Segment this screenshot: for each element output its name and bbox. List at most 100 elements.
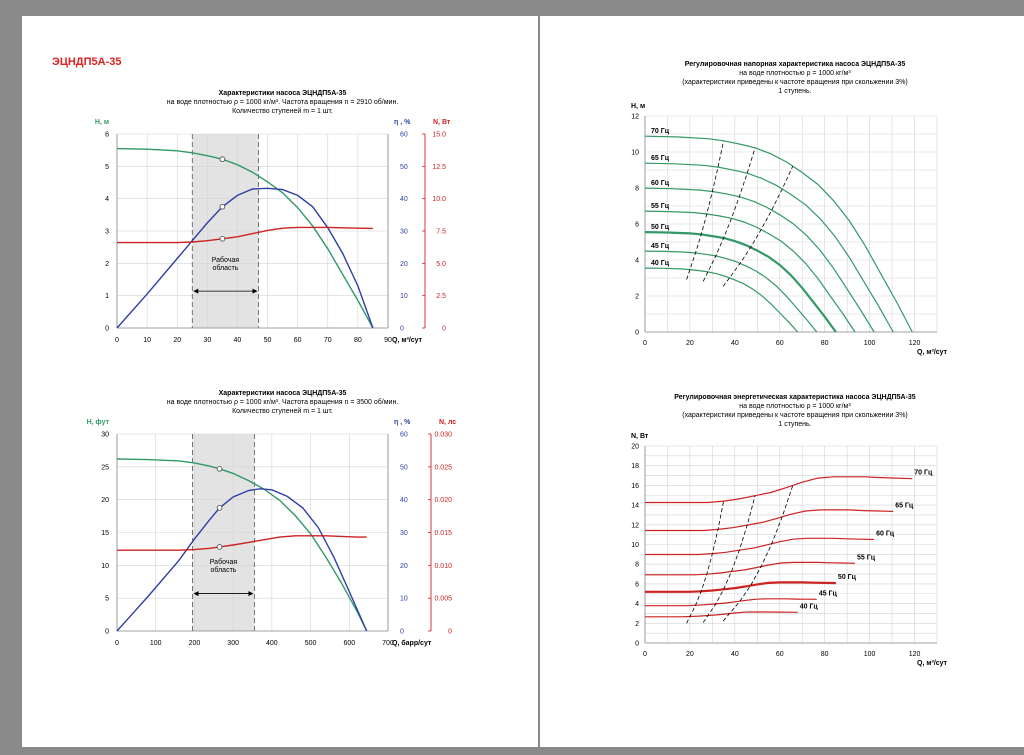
y-tick-label: 25 (101, 464, 109, 471)
x-tick-label: 30 (203, 337, 211, 344)
chart-subtitle: (характеристики приведены к частоте вращ… (682, 79, 908, 86)
y-tick-label: 10 (631, 150, 639, 157)
series-label: 65 Гц (895, 502, 914, 509)
y-tick-label: 20 (101, 497, 109, 504)
left-page-canvas: ЭЦНДП5А-35 Характеристики насоса ЭЦНДП5А… (52, 56, 457, 647)
x-tick-label: 20 (686, 340, 694, 347)
x-tick-label: 60 (776, 340, 784, 347)
y-tick-label: 0.020 (434, 497, 452, 504)
working-area-arrowhead-left (193, 591, 199, 597)
series-label: 70 Гц (914, 470, 933, 477)
chart-subtitle: на воде плотностью ρ = 1000 кг/м³ (739, 403, 851, 410)
chart-subtitle: на воде плотностью ρ = 1000 кг/м³. Часто… (167, 398, 399, 406)
y-tick-label: 0.030 (434, 432, 452, 439)
x-tick-label: 100 (864, 651, 876, 658)
x-tick-label: 20 (686, 651, 694, 658)
y-tick-label: 6 (635, 222, 639, 229)
chart-subtitle: на воде плотностью ρ = 1000 кг/м³. Часто… (167, 98, 399, 106)
x-tick-label: 70 (324, 337, 332, 344)
y-tick-label: 8 (635, 562, 639, 569)
y-tick-label: 7.5 (436, 229, 446, 236)
y-tick-label: 15.0 (432, 132, 446, 139)
series-label: 60 Гц (651, 180, 670, 187)
x-tick-label: 60 (776, 651, 784, 658)
x-tick-label: 90 (384, 337, 392, 344)
y-tick-label: 12 (631, 522, 639, 529)
y-tick-label: 10 (631, 542, 639, 549)
y-axis-label-efficiency: η , % (394, 419, 411, 426)
y-axis-label-head: H, фут (87, 419, 110, 426)
chart-c3: Регулировочная напорная характеристика н… (631, 61, 948, 356)
x-tick-label: 0 (115, 640, 119, 647)
y-axis-label: N, Вт (631, 433, 649, 440)
x-tick-label: 80 (821, 340, 829, 347)
operating-point-marker (216, 466, 223, 472)
x-tick-label: 120 (909, 340, 921, 347)
series-label: 55 Гц (651, 203, 670, 210)
working-area-label: Рабочая (212, 256, 240, 264)
chart-subtitle: Количество ступеней m = 1 шт. (232, 407, 333, 415)
chart-title: Характеристики насоса ЭЦНДП5А-35 (219, 90, 347, 97)
y-tick-label: 16 (631, 483, 639, 490)
y-tick-label: 10 (400, 293, 408, 300)
y-tick-label: 2.5 (436, 293, 446, 300)
y-tick-label: 30 (400, 530, 408, 537)
x-tick-label: 0 (115, 337, 119, 344)
series-line (645, 611, 798, 618)
y-tick-label: 0.010 (434, 563, 452, 570)
y-tick-label: 0 (105, 326, 109, 333)
y-tick-label: 12.5 (432, 164, 446, 171)
series-line (645, 509, 894, 532)
y-tick-label: 1 (105, 293, 109, 300)
chart-subtitle: на воде плотностью ρ = 1000 кг/м³ (739, 70, 851, 77)
series-label: 40 Гц (651, 260, 670, 267)
series-label: 60 Гц (876, 531, 895, 538)
chart-subtitle: 1 ступень. (778, 88, 811, 95)
y-tick-label: 20 (400, 563, 408, 570)
x-tick-label: 40 (234, 337, 242, 344)
x-tick-label: 300 (227, 640, 239, 647)
series-line (645, 561, 856, 576)
operating-point-marker (219, 156, 226, 163)
operating-point-marker (216, 505, 223, 511)
y-tick-label: 30 (101, 432, 109, 439)
x-tick-label: 100 (150, 640, 162, 647)
working-area-label: область (211, 566, 237, 574)
boundary-dashed-line (702, 147, 756, 282)
y-tick-label: 0.005 (434, 596, 452, 603)
series-line (645, 581, 836, 593)
x-tick-label: 0 (643, 340, 647, 347)
y-tick-label: 6 (635, 581, 639, 588)
y-axis-label-head: H, м (95, 119, 109, 126)
series-line (644, 187, 875, 333)
series-label: 45 Гц (651, 243, 670, 250)
x-axis-label: Q, м³/сут (392, 337, 423, 344)
y-tick-label: 10.0 (432, 196, 446, 203)
y-tick-label: 0 (635, 330, 639, 337)
y-tick-label: 3 (105, 229, 109, 236)
y-tick-label: 5 (105, 164, 109, 171)
x-axis-label: Q, барр/сут (392, 639, 432, 647)
chart-subtitle: Количество ступеней m = 1 шт. (232, 107, 333, 115)
y-tick-label: 0 (400, 326, 404, 333)
x-axis-label: Q, м³/сут (917, 349, 948, 356)
x-tick-label: 400 (266, 640, 278, 647)
working-area-arrowhead-right (248, 591, 254, 597)
x-tick-label: 0 (643, 651, 647, 658)
series-label: 55 Гц (857, 554, 876, 561)
working-area-arrowhead-left (193, 288, 199, 294)
y-tick-label: 0 (448, 629, 452, 636)
y-tick-label: 4 (635, 258, 639, 265)
x-tick-label: 120 (909, 651, 921, 658)
y-tick-label: 0.015 (434, 530, 452, 537)
y-tick-label: 15 (101, 530, 109, 537)
y-tick-label: 50 (400, 464, 408, 471)
y-tick-label: 5.0 (436, 261, 446, 268)
operating-point-marker (216, 544, 223, 550)
boundary-dashed-line (722, 166, 794, 287)
series-line (116, 147, 374, 329)
y-tick-label: 0.025 (434, 464, 452, 471)
